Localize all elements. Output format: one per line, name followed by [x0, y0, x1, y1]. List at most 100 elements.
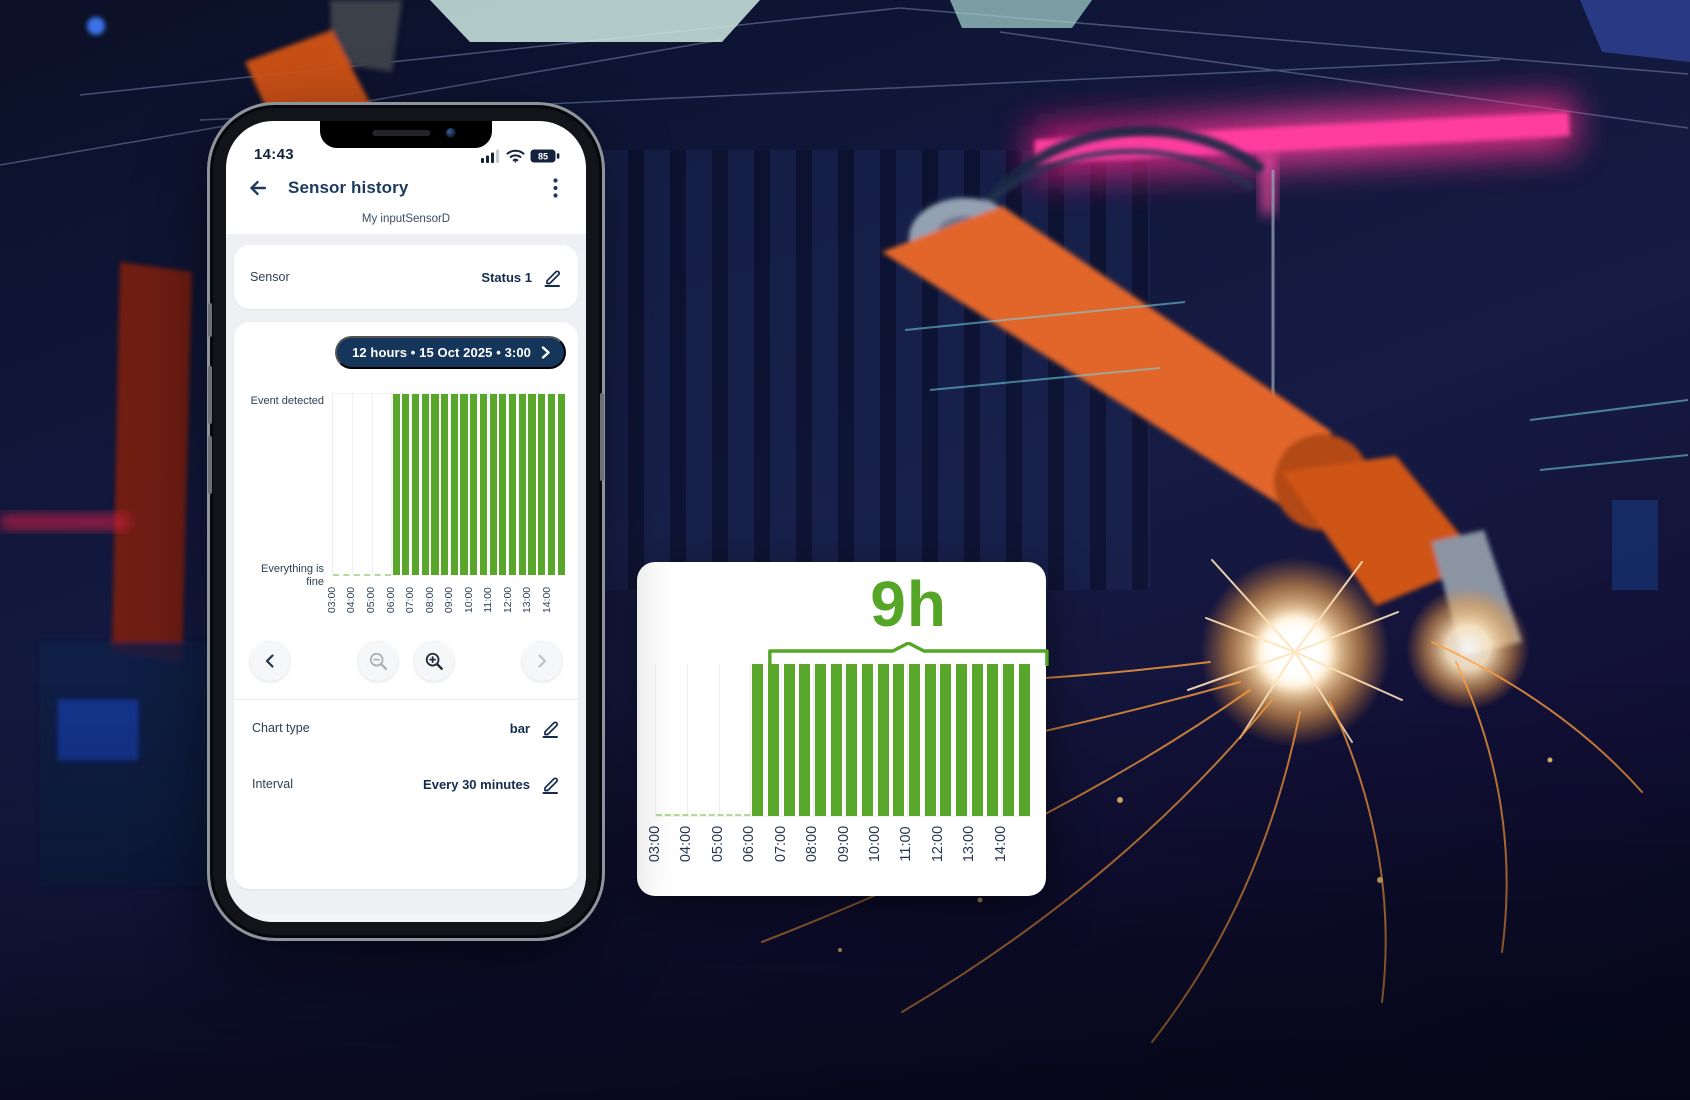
bracket-icon: [767, 642, 1050, 666]
duration-label: 9h: [870, 568, 947, 640]
front-camera: [446, 128, 456, 138]
edit-pencil-icon: [542, 721, 558, 738]
event-detected-bar: [971, 664, 983, 816]
gridline: [781, 664, 783, 816]
chart-x-axis-labels: 03:00 04:00 05:00 06:00 07:00 08:00 09:00 10:00…: [326, 575, 566, 625]
chart-nav-row: [244, 625, 568, 681]
x-tick-label: 09:00: [443, 586, 455, 614]
event-detected-bar: [799, 664, 811, 816]
zoom-in-button[interactable]: [414, 641, 454, 681]
gridline: [527, 394, 529, 575]
gridline: [391, 394, 393, 575]
x-tick-label: 12:00: [501, 586, 514, 614]
event-detected-bar: [846, 664, 858, 816]
event-detected-bar: [538, 394, 546, 575]
chart-card: 12 hours • 15 Oct 2025 • 3:00 Event dete…: [234, 322, 578, 889]
event-detected-bar: [479, 394, 488, 575]
event-detected-bar: [460, 394, 468, 575]
zoom-chart-x-axis-labels: 03:00 04:00 05:00 06:00 07:00 08:00 09:00 10:00…: [647, 816, 1032, 870]
magnifier-plus-icon: [425, 652, 443, 670]
volume-down-button: [208, 436, 212, 494]
chevron-right-icon: [538, 654, 547, 668]
event-detected-bar: [752, 664, 764, 816]
sensor-row: Sensor Status 1: [234, 245, 578, 309]
sensor-value: Status 1: [481, 269, 532, 285]
event-detected-bar: [402, 394, 410, 575]
status-ok-dashed-line: [656, 814, 750, 817]
interval-edit-button[interactable]: [541, 775, 560, 794]
x-tick-label: 03:00: [647, 825, 663, 862]
x-tick-label: 13:00: [521, 586, 533, 614]
power-button: [600, 393, 604, 481]
interval-value: Every 30 minutes: [423, 776, 530, 792]
chart-type-edit-button[interactable]: [541, 719, 560, 738]
event-detected-bar: [814, 664, 827, 816]
event-detected-bar: [518, 394, 526, 575]
event-detected-bar: [830, 664, 842, 816]
edit-pencil-icon: [544, 270, 560, 287]
time-range-label: 12 hours • 15 Oct 2025 • 3:00: [352, 345, 531, 360]
x-tick-label: 12:00: [929, 825, 946, 862]
battery-percent-text: 85: [538, 151, 548, 161]
overflow-menu-button[interactable]: [542, 175, 568, 201]
gridline: [969, 664, 971, 816]
gridline: [410, 394, 412, 575]
event-detected-bar: [470, 394, 478, 575]
x-tick-label: 07:00: [403, 586, 416, 614]
zoom-out-button[interactable]: [358, 641, 398, 681]
gridline: [906, 664, 908, 816]
phone-notch: [320, 121, 492, 148]
gridline: [507, 394, 509, 575]
gridline: [1000, 664, 1002, 816]
section-divider: [234, 699, 578, 700]
page-title: Sensor history: [288, 178, 409, 197]
x-tick-label: 08:00: [423, 586, 436, 614]
x-tick-label: 11:00: [898, 825, 915, 862]
phone-screen: 14:43 8: [226, 121, 586, 922]
interval-label: Interval: [252, 777, 293, 791]
x-tick-label: 06:00: [384, 586, 397, 614]
x-tick-label: 14:00: [992, 825, 1009, 862]
kebab-menu-icon: [552, 178, 558, 198]
gridline: [546, 394, 548, 575]
factory-curtain-stripes: [560, 150, 1150, 590]
x-tick-label: 06:00: [741, 825, 758, 862]
x-tick-label: 14:00: [540, 586, 553, 614]
time-range-pill[interactable]: 12 hours • 15 Oct 2025 • 3:00: [335, 336, 566, 369]
next-range-button[interactable]: [522, 641, 562, 681]
battery-icon: 85: [530, 149, 560, 163]
event-detected-bar: [783, 664, 795, 816]
event-detected-bar: [499, 394, 507, 575]
x-tick-label: 05:00: [709, 825, 726, 862]
gridline: [844, 664, 845, 816]
gridline: [718, 664, 720, 816]
event-detected-bar: [861, 664, 874, 816]
event-detected-bar: [557, 394, 565, 575]
status-time: 14:43: [254, 146, 294, 163]
chevron-right-icon: [541, 346, 550, 359]
event-detected-bar: [431, 394, 439, 575]
event-detected-bar: [421, 394, 429, 575]
prev-range-button[interactable]: [250, 641, 290, 681]
chevron-left-icon: [265, 654, 274, 668]
magnifier-minus-icon: [369, 652, 387, 670]
gridline: [812, 664, 814, 816]
zoom-chart-plot-area: [655, 664, 1032, 817]
back-button[interactable]: [244, 174, 272, 202]
event-detected-bar: [528, 394, 536, 575]
x-tick-label: 13:00: [961, 825, 978, 862]
gridline: [488, 394, 490, 575]
sensor-edit-button[interactable]: [543, 268, 562, 287]
x-tick-label: 08:00: [804, 825, 821, 862]
x-tick-label: 04:00: [345, 586, 358, 614]
gridline: [449, 394, 451, 575]
chart-plot-area: [332, 393, 566, 576]
x-tick-label: 04:00: [678, 825, 695, 862]
y-axis-label-top: Event detected: [250, 395, 324, 407]
volume-up-button: [208, 366, 212, 424]
event-detected-bar: [767, 664, 780, 816]
event-detected-bar: [908, 664, 921, 816]
x-tick-label: 09:00: [835, 825, 852, 862]
event-detected-bar: [877, 664, 889, 816]
